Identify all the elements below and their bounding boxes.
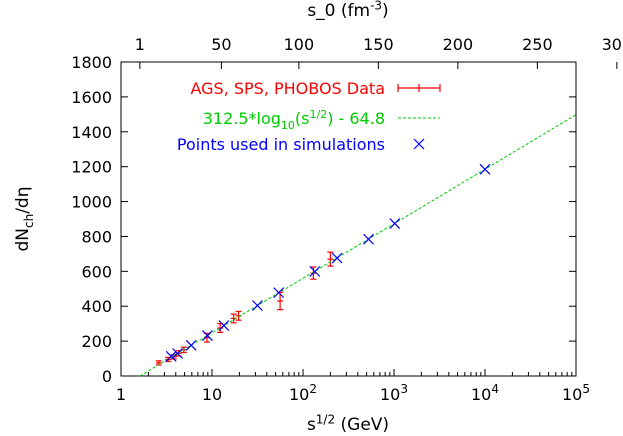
legend-label: 312.5*log10(s1/2) - 64.8: [203, 108, 385, 132]
x-tick-label: 103: [380, 382, 408, 404]
x-tick-label: 104: [471, 382, 499, 404]
cross-mark: [172, 348, 183, 359]
simulation-point: [479, 163, 491, 175]
top-tick-label: 150: [363, 35, 394, 54]
cross-mark: [165, 350, 177, 362]
simulation-point: [172, 348, 183, 359]
data-point: [327, 251, 334, 267]
simulation-point: [363, 233, 374, 245]
cross-mark: [389, 218, 401, 229]
y-tick-label: 1800: [71, 53, 112, 72]
simulation-point: [389, 218, 401, 229]
top-tick-label: 200: [443, 35, 474, 54]
y-tick-label: 1400: [71, 123, 112, 142]
y-tick-label: 1600: [71, 88, 112, 107]
y-tick-label: 0: [102, 367, 112, 386]
legend: AGS, SPS, PHOBOS Data 312.5*log10(s1/2) -…: [177, 79, 441, 154]
cross-mark: [331, 252, 343, 264]
x-tick-label: 102: [289, 382, 317, 404]
legend-label: Points used in simulations: [177, 135, 385, 154]
x-tick-label: 1: [116, 385, 126, 404]
legend-label: AGS, SPS, PHOBOS Data: [190, 79, 385, 98]
simulation-point: [185, 339, 197, 351]
cross-mark: [273, 287, 285, 299]
x-axis-label: s1/2 (GeV): [307, 413, 389, 435]
x-tick-label: 10: [202, 385, 222, 404]
cross-mark: [363, 233, 374, 245]
simulation-point: [273, 287, 285, 299]
cross-mark: [202, 330, 213, 341]
data-point: [277, 291, 284, 311]
simulation-point: [202, 330, 213, 341]
simulation-point: [165, 350, 177, 362]
plot-frame: [120, 61, 577, 377]
simulation-point: [331, 252, 343, 264]
y-tick-label: 400: [81, 297, 112, 316]
y-tick-label: 1200: [71, 158, 112, 177]
cross-mark: [218, 320, 230, 332]
cross-mark: [479, 163, 491, 175]
top-tick-label: 100: [284, 35, 315, 54]
cross-mark: [309, 266, 321, 277]
data-point: [217, 323, 224, 333]
cross-mark: [252, 300, 263, 311]
y-axis-label: dNch/dη: [13, 186, 36, 251]
y-tick-label: 600: [81, 262, 112, 281]
y-tick-label: 1000: [71, 193, 112, 212]
y-tick-label: 800: [81, 227, 112, 246]
x-tick-label: 105: [562, 382, 590, 404]
simulation-point: [252, 300, 263, 311]
top-tick-label: 250: [522, 35, 553, 54]
top-tick-label: 300: [602, 35, 623, 54]
top-axis-label: s_0 (fm-3): [307, 0, 388, 21]
simulation-point: [218, 320, 230, 332]
cross-mark: [185, 339, 197, 351]
top-tick-label: 1: [135, 35, 145, 54]
data-series: [139, 114, 577, 377]
simulation-point: [309, 266, 321, 277]
legend-cross-symbol: [413, 138, 425, 150]
top-tick-label: 50: [211, 35, 231, 54]
y-tick-label: 200: [81, 332, 112, 351]
